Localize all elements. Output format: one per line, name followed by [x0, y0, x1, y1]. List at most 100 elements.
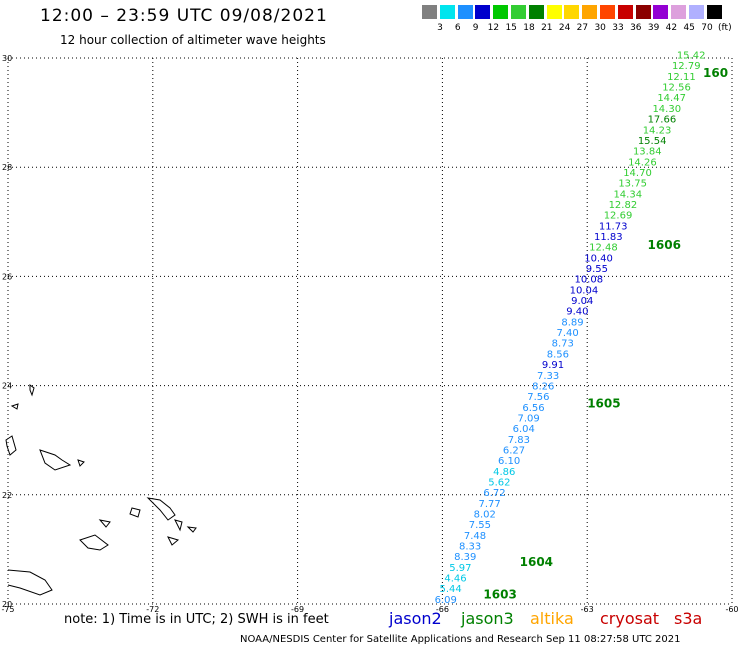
wave-height-label: 11.83	[594, 232, 623, 243]
wave-height-label: 7.83	[508, 435, 530, 446]
wave-height-label: 5.62	[488, 477, 510, 488]
scale-label: 6	[454, 23, 461, 33]
coastline	[5, 435, 17, 456]
coastline	[10, 403, 19, 410]
time-label: 1604	[520, 555, 553, 569]
wave-height-label: 14.70	[623, 168, 652, 179]
time-label: 1606	[648, 238, 681, 252]
lon-tick-label: -63	[581, 605, 594, 614]
wave-height-label: 10.08	[574, 275, 603, 286]
legend-altika: altika	[530, 609, 574, 628]
coastline	[79, 534, 109, 551]
scale-swatch	[689, 5, 704, 19]
wave-height-label: 7.77	[478, 499, 500, 510]
scale-swatch	[546, 5, 562, 19]
scale-swatch	[457, 5, 473, 19]
scale-label: (ft)	[718, 23, 732, 33]
scale-label: 3	[437, 23, 443, 33]
lon-tick-label: -60	[725, 605, 738, 614]
lon-tick-label: -72	[146, 605, 159, 614]
time-label: 1605	[587, 396, 620, 410]
wave-height-label: 11.73	[599, 221, 628, 232]
map-subtitle: 12 hour collection of altimeter wave hei…	[60, 33, 326, 47]
wave-height-label: 15.42	[677, 51, 706, 62]
wave-height-label: 9.55	[586, 264, 608, 275]
wave-height-label: 14.23	[643, 125, 672, 136]
wave-height-label: 14.47	[657, 93, 686, 104]
wave-height-label: 13.75	[618, 179, 647, 190]
wave-height-label: 14.26	[628, 157, 657, 168]
wave-height-label: 6.10	[498, 456, 520, 467]
wave-height-label: 7.48	[464, 531, 486, 542]
scale-swatch	[635, 5, 651, 19]
coastline	[146, 497, 176, 521]
wave-height-label: 7.09	[517, 413, 539, 424]
lat-tick-label: 28	[2, 163, 12, 172]
coastline	[77, 459, 85, 467]
lon-tick-label: -75	[1, 605, 14, 614]
lon-tick-label: -69	[291, 605, 304, 614]
scale-label: 9	[472, 23, 479, 33]
scale-swatch	[582, 5, 598, 19]
wave-height-label: 8.56	[547, 349, 569, 360]
wave-height-label: 13.84	[633, 147, 662, 158]
coastline	[186, 526, 197, 533]
wave-height-label: 12.79	[672, 61, 701, 72]
wave-height-label: 14.30	[652, 104, 681, 115]
wave-height-label: 12.11	[667, 72, 696, 83]
wave-height-label: 8.89	[561, 317, 583, 328]
wave-height-label: 17.66	[648, 115, 677, 126]
lon-tick-label: -66	[436, 605, 449, 614]
scale-label: 21	[541, 23, 553, 33]
scale-swatch	[706, 5, 722, 19]
wave-height-label: 4.86	[493, 467, 515, 478]
scale-label: 39	[647, 23, 660, 33]
time-label: 160	[703, 66, 728, 80]
wave-height-label: 14.34	[613, 189, 642, 200]
scale-swatch	[671, 5, 687, 19]
scale-swatch	[493, 5, 509, 19]
scale-swatch	[439, 5, 455, 19]
wave-height-label: 6.56	[522, 403, 544, 414]
wave-height-label: 5.44	[439, 584, 461, 595]
scale-label: 15	[505, 23, 517, 33]
scale-label: 12	[487, 23, 500, 33]
wave-height-label: 8.39	[454, 552, 476, 563]
wave-height-label: 7.55	[469, 520, 491, 531]
lat-tick-label: 20	[2, 600, 12, 609]
note-text: note: 1) Time is in UTC; 2) SWH is in fe…	[64, 612, 329, 627]
map-title: 12:00 – 23:59 UTC 09/08/2021	[40, 6, 328, 26]
wave-height-label: 6.04	[513, 424, 535, 435]
lat-tick-label: 26	[2, 272, 12, 281]
coastline	[167, 536, 180, 546]
scale-swatch	[528, 5, 544, 19]
wave-height-label: 4.46	[444, 574, 466, 585]
scale-label: 27	[576, 23, 589, 33]
scale-label: 30	[594, 23, 606, 33]
scale-swatch	[475, 5, 491, 19]
wave-height-label: 8.33	[459, 542, 481, 553]
scale-swatch	[511, 5, 526, 19]
wave-height-label: 8.02	[474, 510, 496, 521]
wave-height-label: 7.33	[537, 371, 559, 382]
wave-height-label: 10.40	[584, 253, 613, 264]
wave-height-label: 5.97	[449, 563, 471, 574]
wave-height-label: 8.26	[532, 381, 554, 392]
scale-label: 42	[665, 23, 678, 33]
wave-height-label: 7.40	[556, 328, 578, 339]
scale-label: 70	[701, 23, 713, 33]
wave-height-label: 12.48	[589, 243, 618, 254]
scale-label: 45	[683, 23, 695, 33]
legend-jason2: jason2	[389, 609, 442, 628]
wave-height-label: 6.72	[483, 488, 505, 499]
wave-height-label: 7.56	[527, 392, 549, 403]
scale-swatch	[617, 5, 633, 19]
scale-swatch	[564, 5, 580, 19]
scale-label: 36	[630, 23, 642, 33]
coastline	[29, 384, 35, 397]
legend-jason3: jason3	[461, 609, 514, 628]
wave-height-label: 12.82	[609, 200, 638, 211]
scale-swatch	[653, 5, 669, 19]
coastline	[129, 507, 141, 518]
